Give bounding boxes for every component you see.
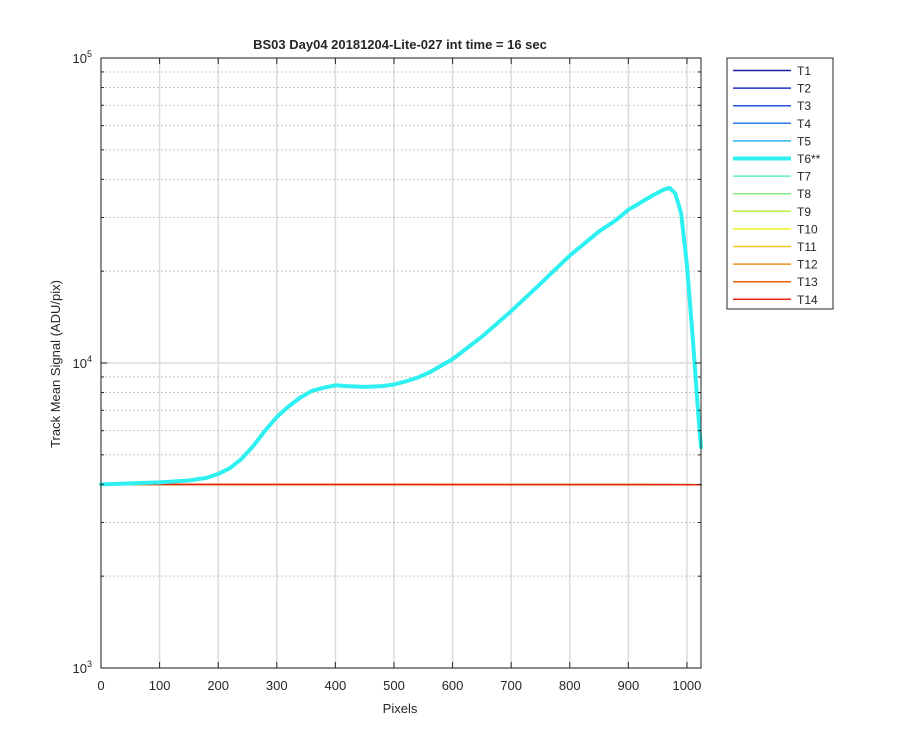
- legend-label-t8: T8: [797, 187, 811, 201]
- chart-title: BS03 Day04 20181204-Lite-027 int time = …: [253, 37, 547, 52]
- legend-label-t9: T9: [797, 205, 811, 219]
- y-tick-label: 104: [73, 354, 92, 371]
- legend-label-t2: T2: [797, 82, 811, 96]
- x-tick-label: 900: [617, 678, 639, 693]
- y-axis-label: Track Mean Signal (ADU/pix): [48, 280, 63, 448]
- x-tick-label: 200: [207, 678, 229, 693]
- legend-label-t1: T1: [797, 64, 811, 78]
- grid-layer: [100, 57, 701, 669]
- legend: T1 T2 T3 T4 T5 T6** T7 T8 T9 T10 T11 T12 T13 T14: [726, 57, 834, 310]
- x-tick-label: 400: [325, 678, 347, 693]
- legend-label-t11: T11: [797, 240, 817, 254]
- y-tick-label: 105: [73, 49, 92, 66]
- x-tick-label: 600: [442, 678, 464, 693]
- x-tick-label: 500: [383, 678, 405, 693]
- legend-label-t14: T14: [797, 293, 818, 307]
- legend-label-t3: T3: [797, 99, 811, 113]
- y-tick-label: 103: [73, 659, 92, 676]
- legend-box: [726, 57, 834, 310]
- x-tick-label: 1000: [672, 678, 701, 693]
- x-tick-label: 300: [266, 678, 288, 693]
- x-tick-label: 100: [149, 678, 171, 693]
- legend-label-t7: T7: [797, 170, 811, 184]
- series-line-t6: [99, 185, 703, 487]
- legend-label-t4: T4: [797, 117, 811, 131]
- x-axis-label: Pixels: [383, 701, 418, 716]
- axis-ticks: 0 100 200 300 400 500 600 700 800 900 1000 103 104 10…: [73, 49, 702, 693]
- x-tick-label: 800: [559, 678, 581, 693]
- legend-label-t6: T6**: [797, 152, 821, 166]
- legend-label-t5: T5: [797, 134, 811, 148]
- legend-label-t13: T13: [797, 275, 818, 289]
- legend-label-t12: T12: [797, 258, 818, 272]
- x-tick-label: 700: [500, 678, 522, 693]
- legend-label-t10: T10: [797, 222, 818, 236]
- x-tick-label: 0: [97, 678, 104, 693]
- series-layer: [99, 185, 703, 487]
